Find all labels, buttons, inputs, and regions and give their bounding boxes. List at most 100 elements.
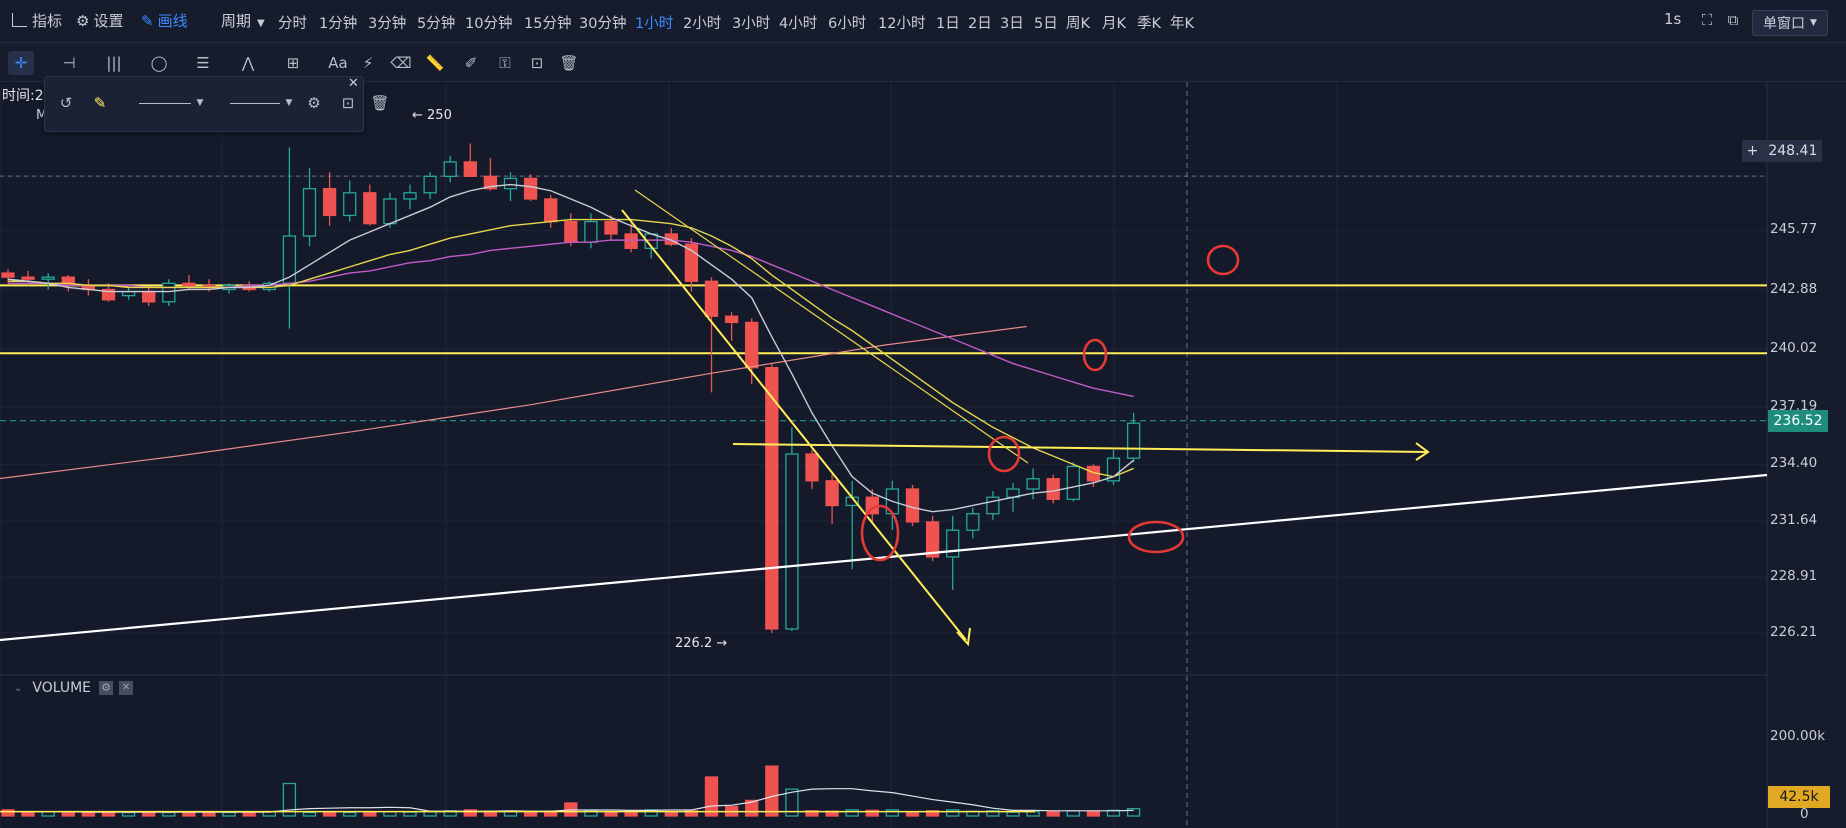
- volume-bar: [282, 782, 297, 817]
- volume-bar: [704, 776, 719, 817]
- candle-body: [1126, 422, 1141, 459]
- trash-icon[interactable]: 🗑: [559, 54, 579, 72]
- eraser-icon[interactable]: ⌫: [390, 54, 412, 72]
- drawing-button[interactable]: ✎ 画线: [141, 10, 188, 31]
- parallel-lines-icon[interactable]: |||: [106, 54, 122, 72]
- window-mode-dropdown[interactable]: 单窗口 ▼: [1752, 10, 1828, 36]
- lock-icon[interactable]: ⚿: [499, 54, 511, 72]
- candle-body: [986, 496, 1000, 515]
- volume-bar: [302, 811, 317, 817]
- period-tab[interactable]: 2小时: [683, 16, 722, 32]
- period-tab[interactable]: 2日: [968, 16, 992, 32]
- period-tab[interactable]: 年K: [1170, 16, 1195, 32]
- brush-icon[interactable]: ✐: [464, 54, 478, 72]
- volume-axis-zero: 0: [1800, 806, 1809, 822]
- ma-pink-line: [8, 239, 1134, 398]
- highlighter-icon[interactable]: ✎: [93, 94, 107, 112]
- volume-bar: [222, 811, 236, 817]
- chart-canvas[interactable]: [0, 82, 1846, 828]
- period-tab[interactable]: 1日: [936, 16, 960, 32]
- candle-body: [584, 220, 598, 243]
- price-tick-label: 240.02: [1770, 339, 1818, 356]
- period-tab[interactable]: 月K: [1102, 16, 1127, 32]
- volume-panel-header: ⌄ VOLUME ⚙ ✕: [14, 680, 134, 696]
- plus-icon[interactable]: +: [1746, 143, 1759, 159]
- text-icon[interactable]: Aa: [328, 54, 348, 72]
- candle-body: [423, 175, 437, 194]
- settings-button[interactable]: ⚙ 设置: [76, 10, 123, 31]
- pattern-icon[interactable]: ⋀: [241, 54, 255, 72]
- line-style-dropdown[interactable]: ▼: [123, 91, 219, 115]
- period-tab[interactable]: 15分钟: [524, 16, 572, 32]
- period-tab[interactable]: 周K: [1066, 16, 1091, 32]
- settings-icon[interactable]: ⚙: [307, 94, 321, 112]
- period-dropdown[interactable]: 周期 ▼: [221, 10, 265, 31]
- current-price-tag: 236.52: [1768, 409, 1828, 432]
- close-icon[interactable]: ✕: [348, 76, 359, 91]
- gear-icon: ⚙: [76, 12, 90, 30]
- volume-bar: [604, 811, 618, 817]
- period-tab[interactable]: 12小时: [878, 16, 926, 32]
- fibonacci-icon[interactable]: ☰: [196, 54, 210, 72]
- magnet-icon[interactable]: ⚡: [362, 54, 374, 72]
- rising-trendline: [0, 473, 1768, 642]
- candle-body: [564, 220, 578, 243]
- candle-body: [503, 177, 518, 190]
- period-tab[interactable]: 季K: [1137, 16, 1162, 32]
- candle-body: [664, 233, 678, 245]
- crosshair-icon[interactable]: ✛: [8, 51, 34, 75]
- fullscreen-icon[interactable]: ⛶: [1701, 11, 1713, 29]
- candle-body: [363, 192, 377, 225]
- close-icon[interactable]: ✕: [119, 681, 134, 695]
- period-tab[interactable]: 3小时: [732, 16, 771, 32]
- ruler-icon[interactable]: 📏: [425, 54, 445, 72]
- period-tab[interactable]: 6小时: [828, 16, 867, 32]
- candle-body: [724, 315, 739, 324]
- indicators-button[interactable]: 指标: [12, 10, 62, 31]
- volume-bar: [1066, 810, 1080, 817]
- undo-icon[interactable]: ↺: [59, 94, 73, 112]
- unlock-icon[interactable]: ⊡: [530, 54, 544, 72]
- period-tab[interactable]: 10分钟: [465, 16, 513, 32]
- drawing-label: 画线: [157, 12, 188, 30]
- candle-body: [624, 233, 638, 249]
- measure-icon[interactable]: ⊞: [286, 54, 300, 72]
- period-tab[interactable]: 5分钟: [417, 16, 456, 32]
- horizontal-line-icon[interactable]: ⊣: [62, 54, 76, 72]
- period-tab[interactable]: 3分钟: [368, 16, 407, 32]
- gear-icon[interactable]: ⚙: [99, 681, 114, 695]
- period-tab[interactable]: 30分钟: [579, 16, 627, 32]
- drawing-edit-toolbar: ↺ ✎ ▼ ▼ ⚙ ⊡ 🗑: [44, 76, 390, 132]
- price-tick-label: 234.40: [1770, 455, 1818, 472]
- candle-body: [483, 175, 498, 190]
- high-annotation: ← 250: [412, 108, 452, 123]
- volume-bar: [885, 809, 900, 817]
- period-tab[interactable]: 3日: [1000, 16, 1024, 32]
- refresh-interval[interactable]: 1s: [1664, 10, 1682, 28]
- candle-body: [1046, 478, 1060, 500]
- period-tab[interactable]: 4小时: [779, 16, 818, 32]
- settings-label: 设置: [93, 12, 124, 30]
- period-tab[interactable]: 1分钟: [319, 16, 358, 32]
- arrowhead-down: [956, 627, 971, 647]
- candle-body: [322, 188, 337, 217]
- volume-bar: [785, 788, 799, 817]
- delete-icon[interactable]: 🗑: [370, 94, 390, 112]
- ma-yellow-line: [8, 218, 1134, 478]
- candle-body: [946, 529, 960, 558]
- candle-body: [1, 272, 15, 278]
- line-width-dropdown[interactable]: ▼: [225, 91, 297, 115]
- period-tab[interactable]: 5日: [1034, 16, 1058, 32]
- period-tab[interactable]: 分时: [278, 16, 307, 32]
- highlight-circle: [1127, 520, 1185, 554]
- candle-body: [684, 243, 699, 282]
- chevron-down-icon[interactable]: ⌄: [14, 682, 23, 694]
- drawings[interactable]: [0, 189, 1768, 647]
- caret-down-icon: ▼: [1810, 18, 1817, 28]
- period-tab[interactable]: 1小时: [635, 16, 674, 32]
- screenshot-icon[interactable]: ⧉: [1727, 11, 1739, 29]
- lock-icon[interactable]: ⊡: [341, 94, 355, 112]
- price-tick-label: 228.91: [1770, 568, 1818, 585]
- ellipse-icon[interactable]: ◯: [150, 54, 168, 72]
- volume-bar: [765, 765, 779, 817]
